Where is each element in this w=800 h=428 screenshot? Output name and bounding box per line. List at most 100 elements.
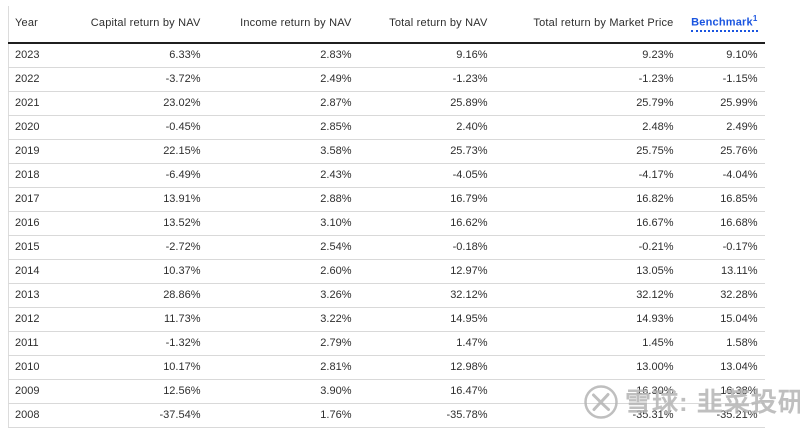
value-cell-income: 3.22% xyxy=(200,307,352,332)
year-cell: 2017 xyxy=(8,187,61,212)
value-cell-capital: 11.73% xyxy=(60,307,201,332)
year-cell: 2022 xyxy=(8,67,61,92)
year-cell: 2008 xyxy=(8,403,61,428)
value-cell-benchmark: 25.76% xyxy=(673,139,765,164)
table-row: 2014 10.37% 2.60% 12.97% 13.05% 13.11% xyxy=(8,259,765,284)
value-cell-totalnav: 16.62% xyxy=(351,211,488,236)
value-cell-market: 32.12% xyxy=(487,283,674,308)
value-cell-benchmark: -1.15% xyxy=(673,67,765,92)
table-header: Year Capital return by NAV Income return b… xyxy=(8,6,765,44)
value-cell-benchmark: -0.17% xyxy=(673,235,765,260)
value-cell-income: 2.85% xyxy=(200,115,352,140)
value-cell-totalnav: 25.89% xyxy=(351,91,488,116)
year-cell: 2009 xyxy=(8,379,61,404)
table-body: 2023 6.33% 2.83% 9.16% 9.23% 9.10% 2022 -3.72% 2… xyxy=(8,42,765,428)
value-cell-income: 2.60% xyxy=(200,259,352,284)
value-cell-benchmark: -35.21% xyxy=(673,403,765,428)
table-row: 2023 6.33% 2.83% 9.16% 9.23% 9.10% xyxy=(8,42,765,68)
table-row: 2008 -37.54% 1.76% -35.78% -35.31% -35.21% xyxy=(8,403,765,428)
column-header-year: Year xyxy=(8,6,61,44)
year-cell: 2013 xyxy=(8,283,61,308)
value-cell-benchmark: 32.28% xyxy=(673,283,765,308)
value-cell-totalnav: 25.73% xyxy=(351,139,488,164)
header-row: Year Capital return by NAV Income return b… xyxy=(8,6,765,44)
value-cell-totalnav: 12.97% xyxy=(351,259,488,284)
returns-table: Year Capital return by NAV Income return b… xyxy=(8,6,765,428)
value-cell-benchmark: 13.04% xyxy=(673,355,765,380)
value-cell-income: 2.79% xyxy=(200,331,352,356)
year-cell: 2015 xyxy=(8,235,61,260)
value-cell-capital: 28.86% xyxy=(60,283,201,308)
value-cell-benchmark: 13.11% xyxy=(673,259,765,284)
value-cell-totalnav: 32.12% xyxy=(351,283,488,308)
value-cell-market: -0.21% xyxy=(487,235,674,260)
value-cell-capital: 10.17% xyxy=(60,355,201,380)
value-cell-income: 3.58% xyxy=(200,139,352,164)
value-cell-market: -4.17% xyxy=(487,163,674,188)
value-cell-income: 2.49% xyxy=(200,67,352,92)
value-cell-capital: 12.56% xyxy=(60,379,201,404)
column-header-capital: Capital return by NAV xyxy=(60,6,201,44)
benchmark-link[interactable]: Benchmark1 xyxy=(691,14,758,32)
table-row: 2015 -2.72% 2.54% -0.18% -0.21% -0.17% xyxy=(8,235,765,260)
table-row: 2016 13.52% 3.10% 16.62% 16.67% 16.68% xyxy=(8,211,765,236)
value-cell-income: 2.81% xyxy=(200,355,352,380)
value-cell-income: 2.54% xyxy=(200,235,352,260)
value-cell-totalnav: 16.47% xyxy=(351,379,488,404)
year-cell: 2014 xyxy=(8,259,61,284)
value-cell-market: 16.67% xyxy=(487,211,674,236)
value-cell-market: -1.23% xyxy=(487,67,674,92)
value-cell-capital: -37.54% xyxy=(60,403,201,428)
value-cell-income: 3.10% xyxy=(200,211,352,236)
table-row: 2022 -3.72% 2.49% -1.23% -1.23% -1.15% xyxy=(8,67,765,92)
column-header-totalnav: Total return by NAV xyxy=(351,6,488,44)
column-header-income: Income return by NAV xyxy=(200,6,352,44)
value-cell-capital: 13.52% xyxy=(60,211,201,236)
year-cell: 2012 xyxy=(8,307,61,332)
value-cell-benchmark: 9.10% xyxy=(673,42,765,68)
value-cell-market: 16.30% xyxy=(487,379,674,404)
value-cell-income: 3.90% xyxy=(200,379,352,404)
value-cell-capital: -3.72% xyxy=(60,67,201,92)
value-cell-capital: -1.32% xyxy=(60,331,201,356)
value-cell-benchmark: -4.04% xyxy=(673,163,765,188)
table-row: 2019 22.15% 3.58% 25.73% 25.75% 25.76% xyxy=(8,139,765,164)
value-cell-benchmark: 25.99% xyxy=(673,91,765,116)
table-row: 2020 -0.45% 2.85% 2.40% 2.48% 2.49% xyxy=(8,115,765,140)
value-cell-benchmark: 2.49% xyxy=(673,115,765,140)
value-cell-market: 1.45% xyxy=(487,331,674,356)
column-header-market: Total return by Market Price xyxy=(487,6,674,44)
value-cell-benchmark: 16.85% xyxy=(673,187,765,212)
table-row: 2010 10.17% 2.81% 12.98% 13.00% 13.04% xyxy=(8,355,765,380)
value-cell-income: 3.26% xyxy=(200,283,352,308)
year-cell: 2023 xyxy=(8,42,61,68)
year-cell: 2019 xyxy=(8,139,61,164)
value-cell-market: 25.79% xyxy=(487,91,674,116)
value-cell-totalnav: 14.95% xyxy=(351,307,488,332)
value-cell-totalnav: 16.79% xyxy=(351,187,488,212)
value-cell-market: 13.05% xyxy=(487,259,674,284)
table-row: 2013 28.86% 3.26% 32.12% 32.12% 32.28% xyxy=(8,283,765,308)
value-cell-benchmark: 1.58% xyxy=(673,331,765,356)
value-cell-income: 2.83% xyxy=(200,42,352,68)
column-header-benchmark[interactable]: Benchmark1 xyxy=(673,6,765,44)
value-cell-income: 2.88% xyxy=(200,187,352,212)
benchmark-label: Benchmark xyxy=(691,16,753,29)
value-cell-income: 2.43% xyxy=(200,163,352,188)
value-cell-capital: 10.37% xyxy=(60,259,201,284)
value-cell-market: 9.23% xyxy=(487,42,674,68)
value-cell-totalnav: 1.47% xyxy=(351,331,488,356)
value-cell-market: -35.31% xyxy=(487,403,674,428)
year-cell: 2011 xyxy=(8,331,61,356)
table-row: 2018 -6.49% 2.43% -4.05% -4.17% -4.04% xyxy=(8,163,765,188)
table-row: 2017 13.91% 2.88% 16.79% 16.82% 16.85% xyxy=(8,187,765,212)
table-row: 2009 12.56% 3.90% 16.47% 16.30% 16.38% xyxy=(8,379,765,404)
value-cell-benchmark: 15.04% xyxy=(673,307,765,332)
value-cell-market: 16.82% xyxy=(487,187,674,212)
value-cell-capital: 13.91% xyxy=(60,187,201,212)
value-cell-totalnav: 2.40% xyxy=(351,115,488,140)
table-row: 2012 11.73% 3.22% 14.95% 14.93% 15.04% xyxy=(8,307,765,332)
value-cell-totalnav: -0.18% xyxy=(351,235,488,260)
table-row: 2021 23.02% 2.87% 25.89% 25.79% 25.99% xyxy=(8,91,765,116)
benchmark-footnote-marker: 1 xyxy=(752,14,758,23)
